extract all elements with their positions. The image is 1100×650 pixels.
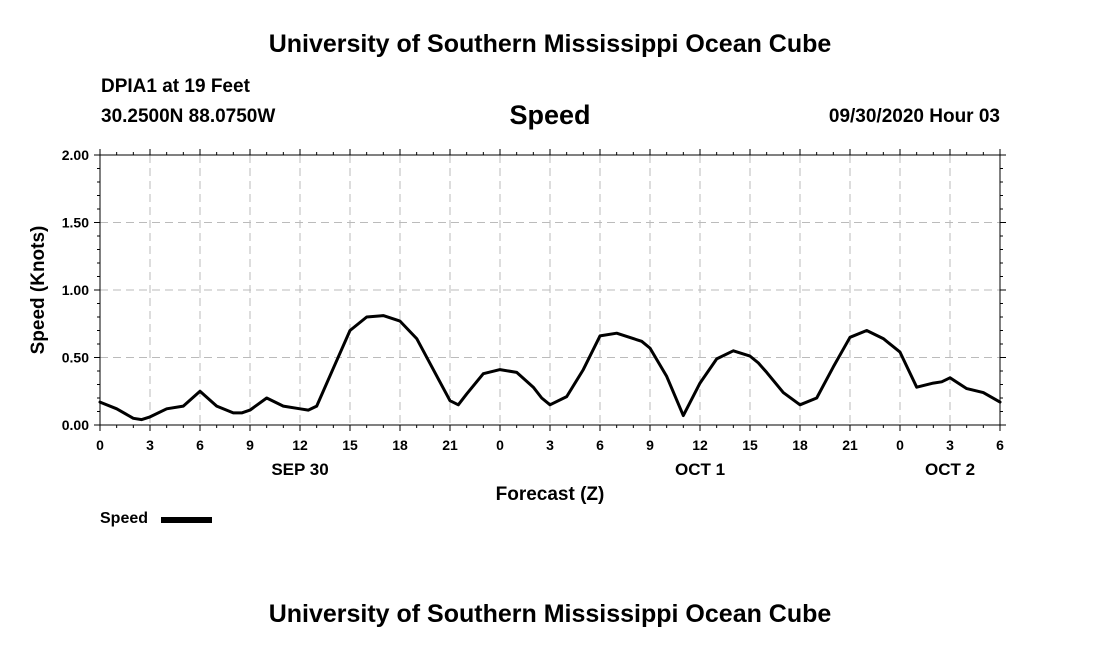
y-tick-label: 0.50 — [62, 350, 89, 366]
tick-labels: 0.00 0.50 1.00 1.50 2.00 0 3 6 9 12 15 18 21 0 3 6 9 12 15… — [62, 147, 1004, 479]
y-axis-title: Speed (Knots) — [28, 226, 49, 355]
x-tick-label: 21 — [442, 437, 458, 453]
x-tick-label: 15 — [742, 437, 758, 453]
x-tick-label: 3 — [946, 437, 954, 453]
variable-title: Speed — [509, 100, 591, 130]
x-tick-label: 18 — [392, 437, 408, 453]
station-label: DPIA1 at 19 Feet — [101, 76, 250, 97]
x-tick-label: 12 — [692, 437, 708, 453]
x-tick-label: 9 — [646, 437, 654, 453]
x-tick-label: 6 — [196, 437, 204, 453]
footer-title: University of Southern Mississippi Ocean… — [268, 600, 832, 628]
chart-title: University of Southern Mississippi Ocean… — [268, 30, 832, 58]
grid — [100, 155, 1000, 425]
x-tick-label: 0 — [496, 437, 504, 453]
coordinates-label: 30.2500N 88.0750W — [101, 106, 276, 127]
timestamp-label: 09/30/2020 Hour 03 — [828, 106, 1000, 127]
speed-series-line — [98, 314, 1002, 422]
date-label: OCT 2 — [925, 460, 975, 479]
x-tick-label: 6 — [996, 437, 1004, 453]
y-tick-label: 1.50 — [62, 215, 89, 231]
x-tick-label: 3 — [546, 437, 554, 453]
y-tick-label: 2.00 — [62, 147, 89, 163]
x-tick-label: 3 — [146, 437, 154, 453]
x-tick-label: 0 — [96, 437, 104, 453]
legend-swatch — [161, 517, 212, 523]
y-tick-label: 1.00 — [62, 282, 89, 298]
x-tick-label: 15 — [342, 437, 358, 453]
date-label: OCT 1 — [675, 460, 725, 479]
x-tick-label: 6 — [596, 437, 604, 453]
y-tick-label: 0.00 — [62, 417, 89, 433]
legend-label: Speed — [100, 510, 149, 527]
x-tick-label: 21 — [842, 437, 858, 453]
x-axis-title: Forecast (Z) — [496, 484, 605, 505]
x-tick-label: 0 — [896, 437, 904, 453]
x-tick-label: 9 — [246, 437, 254, 453]
ticks — [94, 149, 1006, 431]
x-tick-label: 18 — [792, 437, 808, 453]
x-tick-label: 12 — [292, 437, 308, 453]
date-label: SEP 30 — [271, 460, 328, 479]
